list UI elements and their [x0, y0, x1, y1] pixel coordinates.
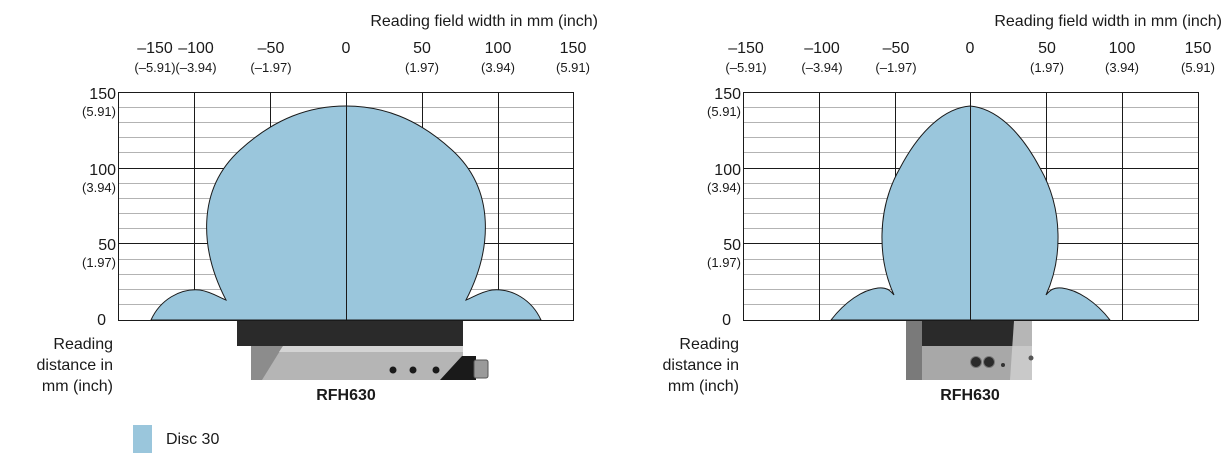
legend-label: Disc 30 — [166, 431, 219, 448]
x-tick-label: 50 — [413, 40, 431, 57]
x-tick-sublabel: (–3.94) — [801, 60, 842, 75]
led-indicator — [1001, 363, 1005, 367]
led-indicator — [1028, 355, 1034, 361]
x-tick-sublabel: (5.91) — [1181, 60, 1215, 75]
y-tick-label: 100 — [89, 162, 116, 179]
y-axis-title-line: mm (inch) — [668, 378, 739, 395]
y-tick-label: 150 — [714, 86, 741, 103]
diagram-left: Reading field width in mm (inch) –150 (–… — [37, 13, 599, 404]
x-tick-label: –100 — [178, 40, 214, 57]
x-tick-sublabel: (3.94) — [481, 60, 515, 75]
y-tick-sublabel: (3.94) — [707, 180, 741, 195]
y-axis-title-line: Reading — [679, 336, 739, 353]
x-tick-sublabel: (–3.94) — [175, 60, 216, 75]
x-tick-label: –50 — [258, 40, 285, 57]
y-tick-label: 150 — [89, 86, 116, 103]
x-tick-sublabel: (–1.97) — [875, 60, 916, 75]
x-tick-label: 0 — [342, 40, 351, 57]
y-tick-label: 100 — [714, 162, 741, 179]
led-indicator — [409, 366, 417, 374]
y-axis-title-line: mm (inch) — [42, 378, 113, 395]
x-tick-label: 0 — [966, 40, 975, 57]
x-tick-label: 100 — [485, 40, 512, 57]
y-tick-sublabel: (1.97) — [82, 255, 116, 270]
legend-swatch — [133, 425, 152, 453]
y-tick-label: 0 — [722, 312, 731, 329]
x-tick-label: 150 — [560, 40, 587, 57]
y-tick-sublabel: (5.91) — [82, 104, 116, 119]
x-tick-label: –150 — [728, 40, 764, 57]
connector-port — [983, 356, 995, 368]
x-tick-sublabel: (1.97) — [1030, 60, 1064, 75]
x-tick-sublabel: (5.91) — [556, 60, 590, 75]
diagram-right: Reading field width in mm (inch) –150 (–… — [663, 13, 1223, 404]
device-label: RFH630 — [940, 387, 1000, 404]
y-tick-sublabel: (1.97) — [707, 255, 741, 270]
y-tick-label: 50 — [723, 237, 741, 254]
connector-port — [970, 356, 982, 368]
y-tick-label: 0 — [97, 312, 106, 329]
y-axis-title-line: distance in — [37, 357, 114, 374]
y-axis-title-line: distance in — [663, 357, 740, 374]
led-indicator — [389, 366, 397, 374]
x-tick-sublabel: (1.97) — [405, 60, 439, 75]
legend: Disc 30 — [133, 425, 219, 453]
y-tick-sublabel: (3.94) — [82, 180, 116, 195]
rfh630-device-side — [237, 321, 489, 380]
x-tick-sublabel: (–5.91) — [725, 60, 766, 75]
x-tick-label: 100 — [1109, 40, 1136, 57]
y-axis-title-line: Reading — [53, 336, 113, 353]
rfh630-device-front — [906, 321, 1034, 380]
device-label: RFH630 — [316, 387, 376, 404]
x-axis-title: Reading field width in mm (inch) — [370, 13, 598, 30]
x-tick-label: –100 — [804, 40, 840, 57]
led-indicator — [432, 366, 440, 374]
x-tick-label: 50 — [1038, 40, 1056, 57]
x-tick-label: –50 — [883, 40, 910, 57]
y-tick-label: 50 — [98, 237, 116, 254]
x-tick-label: –150 — [137, 40, 173, 57]
x-tick-sublabel: (3.94) — [1105, 60, 1139, 75]
x-tick-sublabel: (–5.91) — [134, 60, 175, 75]
x-tick-label: 150 — [1185, 40, 1212, 57]
y-tick-sublabel: (5.91) — [707, 104, 741, 119]
x-tick-sublabel: (–1.97) — [250, 60, 291, 75]
x-axis-title: Reading field width in mm (inch) — [994, 13, 1222, 30]
